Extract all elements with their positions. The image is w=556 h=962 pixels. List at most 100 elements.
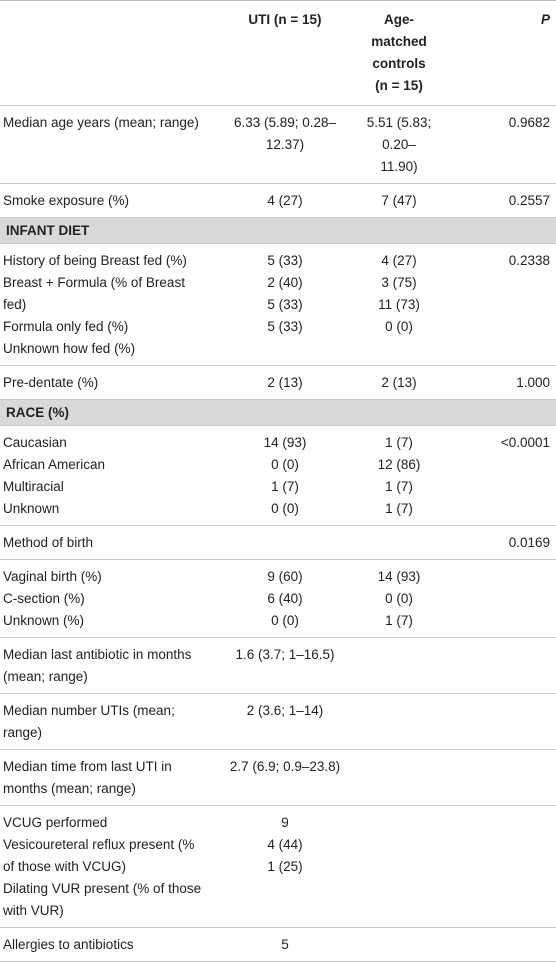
cell-line: 5 (33) bbox=[267, 253, 303, 268]
cell-line: Breast + Formula (% of Breast fed) bbox=[3, 275, 185, 312]
cell bbox=[360, 693, 438, 750]
cell: 0.9682 bbox=[438, 105, 556, 184]
cell: 0.2338 bbox=[438, 243, 556, 366]
cell-line: 14 (93) bbox=[263, 435, 307, 450]
cell-line: Unknown bbox=[3, 501, 60, 516]
cell-line: 1 (7) bbox=[385, 435, 413, 450]
cell-line: Vesicoureteral reflux present (% of thos… bbox=[3, 837, 195, 874]
data-row: Median number UTIs (mean; range) 2 (3.6; … bbox=[0, 693, 556, 750]
cell: 4 (27) bbox=[210, 183, 360, 218]
cell-line: 12 (86) bbox=[377, 457, 421, 472]
cell-line: Unknown how fed (%) bbox=[3, 341, 136, 356]
cell: Median last antibiotic in months (mean; … bbox=[0, 637, 210, 694]
cell bbox=[360, 805, 438, 928]
cell-line: 2 (40) bbox=[267, 275, 303, 290]
cell-line: 5 (33) bbox=[267, 319, 303, 334]
cell bbox=[438, 805, 556, 928]
cell: 0.2557 bbox=[438, 183, 556, 218]
cell-line: 0 (0) bbox=[385, 591, 413, 606]
header-cell: Age-matched controls (n = 15) bbox=[360, 0, 438, 106]
cell: <0.0001 bbox=[438, 425, 556, 526]
section-row: RACE (%) bbox=[0, 399, 556, 426]
cell bbox=[360, 637, 438, 694]
cell-line: 1 (7) bbox=[385, 613, 413, 628]
cell: Caucasian African American Multiracial Unkn… bbox=[0, 425, 210, 526]
cell: 2 (3.6; 1–14) bbox=[210, 693, 360, 750]
cell: 7 (47) bbox=[360, 183, 438, 218]
cell-line: VCUG performed bbox=[3, 815, 108, 830]
cell: VCUG performed Vesicoureteral reflux pres… bbox=[0, 805, 210, 928]
cell: 2 (13) bbox=[210, 365, 360, 400]
cell: 6.33 (5.89; 0.28–12.37) bbox=[210, 105, 360, 184]
cell: Allergies to antibiotics bbox=[0, 927, 210, 962]
cell-line: 1 (7) bbox=[385, 501, 413, 516]
cell bbox=[438, 693, 556, 750]
cell: 1.6 (3.7; 1–16.5) bbox=[210, 637, 360, 694]
cell: 5 bbox=[210, 927, 360, 962]
cell: Vaginal birth (%) C-section (%) Unknown (%… bbox=[0, 559, 210, 638]
cell-line: 9 bbox=[281, 815, 289, 830]
cell-line: 5 (33) bbox=[267, 297, 303, 312]
header-cell bbox=[0, 0, 210, 106]
cell-line: Dilating VUR present (% of those with VU… bbox=[3, 881, 202, 918]
table-body: Median age years (mean; range) 6.33 (5.89… bbox=[0, 105, 556, 962]
cell-line: 0 (0) bbox=[385, 319, 413, 334]
data-row: Median last antibiotic in months (mean; … bbox=[0, 637, 556, 694]
cell: Pre-dentate (%) bbox=[0, 365, 210, 400]
cell-line: Caucasian bbox=[3, 435, 67, 450]
header-cell: UTI (n = 15) bbox=[210, 0, 360, 106]
cell-line: 0 (0) bbox=[271, 613, 299, 628]
cell: 2 (13) bbox=[360, 365, 438, 400]
cell: 4 (27) 3 (75) 11 (73) 0 (0) bbox=[360, 243, 438, 366]
cell-line: Multiracial bbox=[3, 479, 64, 494]
cell: 9 (60) 6 (40) 0 (0) bbox=[210, 559, 360, 638]
cell-line: 14 (93) bbox=[377, 569, 421, 584]
section-title: RACE (%) bbox=[0, 399, 556, 426]
cell bbox=[438, 637, 556, 694]
cell-line: 0 (0) bbox=[271, 501, 299, 516]
cell-line: 4 (44) bbox=[267, 837, 303, 852]
data-row: Median time from last UTI in months (mea… bbox=[0, 749, 556, 806]
cell: Median time from last UTI in months (mea… bbox=[0, 749, 210, 806]
data-row: Vaginal birth (%) C-section (%) Unknown (%… bbox=[0, 559, 556, 638]
cell-line: History of being Breast fed (%) bbox=[3, 253, 187, 268]
data-row: Method of birth 0.0169 bbox=[0, 525, 556, 560]
cell-line: Formula only fed (%) bbox=[3, 319, 129, 334]
cell-line: Vaginal birth (%) bbox=[3, 569, 102, 584]
cell: Median age years (mean; range) bbox=[0, 105, 210, 184]
cell bbox=[438, 927, 556, 962]
cell bbox=[360, 749, 438, 806]
cell bbox=[438, 749, 556, 806]
data-row: Caucasian African American Multiracial Unkn… bbox=[0, 425, 556, 526]
cell-line: 1 (25) bbox=[267, 859, 303, 874]
cell: 5.51 (5.83; 0.20–11.90) bbox=[360, 105, 438, 184]
section-title: INFANT DIET bbox=[0, 217, 556, 244]
cell-line: African American bbox=[3, 457, 106, 472]
cell-line: C-section (%) bbox=[3, 591, 85, 606]
cell bbox=[210, 525, 360, 560]
cell-line: 1 (7) bbox=[385, 479, 413, 494]
cell: Median number UTIs (mean; range) bbox=[0, 693, 210, 750]
cell-line: 4 (27) bbox=[381, 253, 417, 268]
data-row: History of being Breast fed (%) Breast + … bbox=[0, 243, 556, 366]
cell: 2.7 (6.9; 0.9–23.8) bbox=[210, 749, 360, 806]
data-row: Allergies to antibiotics 5 bbox=[0, 927, 556, 962]
cell-line: 9 (60) bbox=[267, 569, 303, 584]
section-row: INFANT DIET bbox=[0, 217, 556, 244]
cell: 0.0169 bbox=[438, 525, 556, 560]
cell-line: 3 (75) bbox=[381, 275, 417, 290]
cell: 9 4 (44) 1 (25) bbox=[210, 805, 360, 928]
cell-line: 0 (0) bbox=[271, 457, 299, 472]
header-cell: P bbox=[438, 0, 556, 106]
cell bbox=[360, 927, 438, 962]
cell: 1.000 bbox=[438, 365, 556, 400]
cell bbox=[360, 525, 438, 560]
cell: 5 (33) 2 (40) 5 (33) 5 (33) bbox=[210, 243, 360, 366]
cell bbox=[438, 559, 556, 638]
cell: 1 (7) 12 (86) 1 (7) 1 (7) bbox=[360, 425, 438, 526]
data-row: VCUG performed Vesicoureteral reflux pres… bbox=[0, 805, 556, 928]
cell-line: 11 (73) bbox=[378, 297, 420, 312]
header-row: UTI (n = 15) Age-matched controls (n = 15… bbox=[0, 0, 556, 106]
